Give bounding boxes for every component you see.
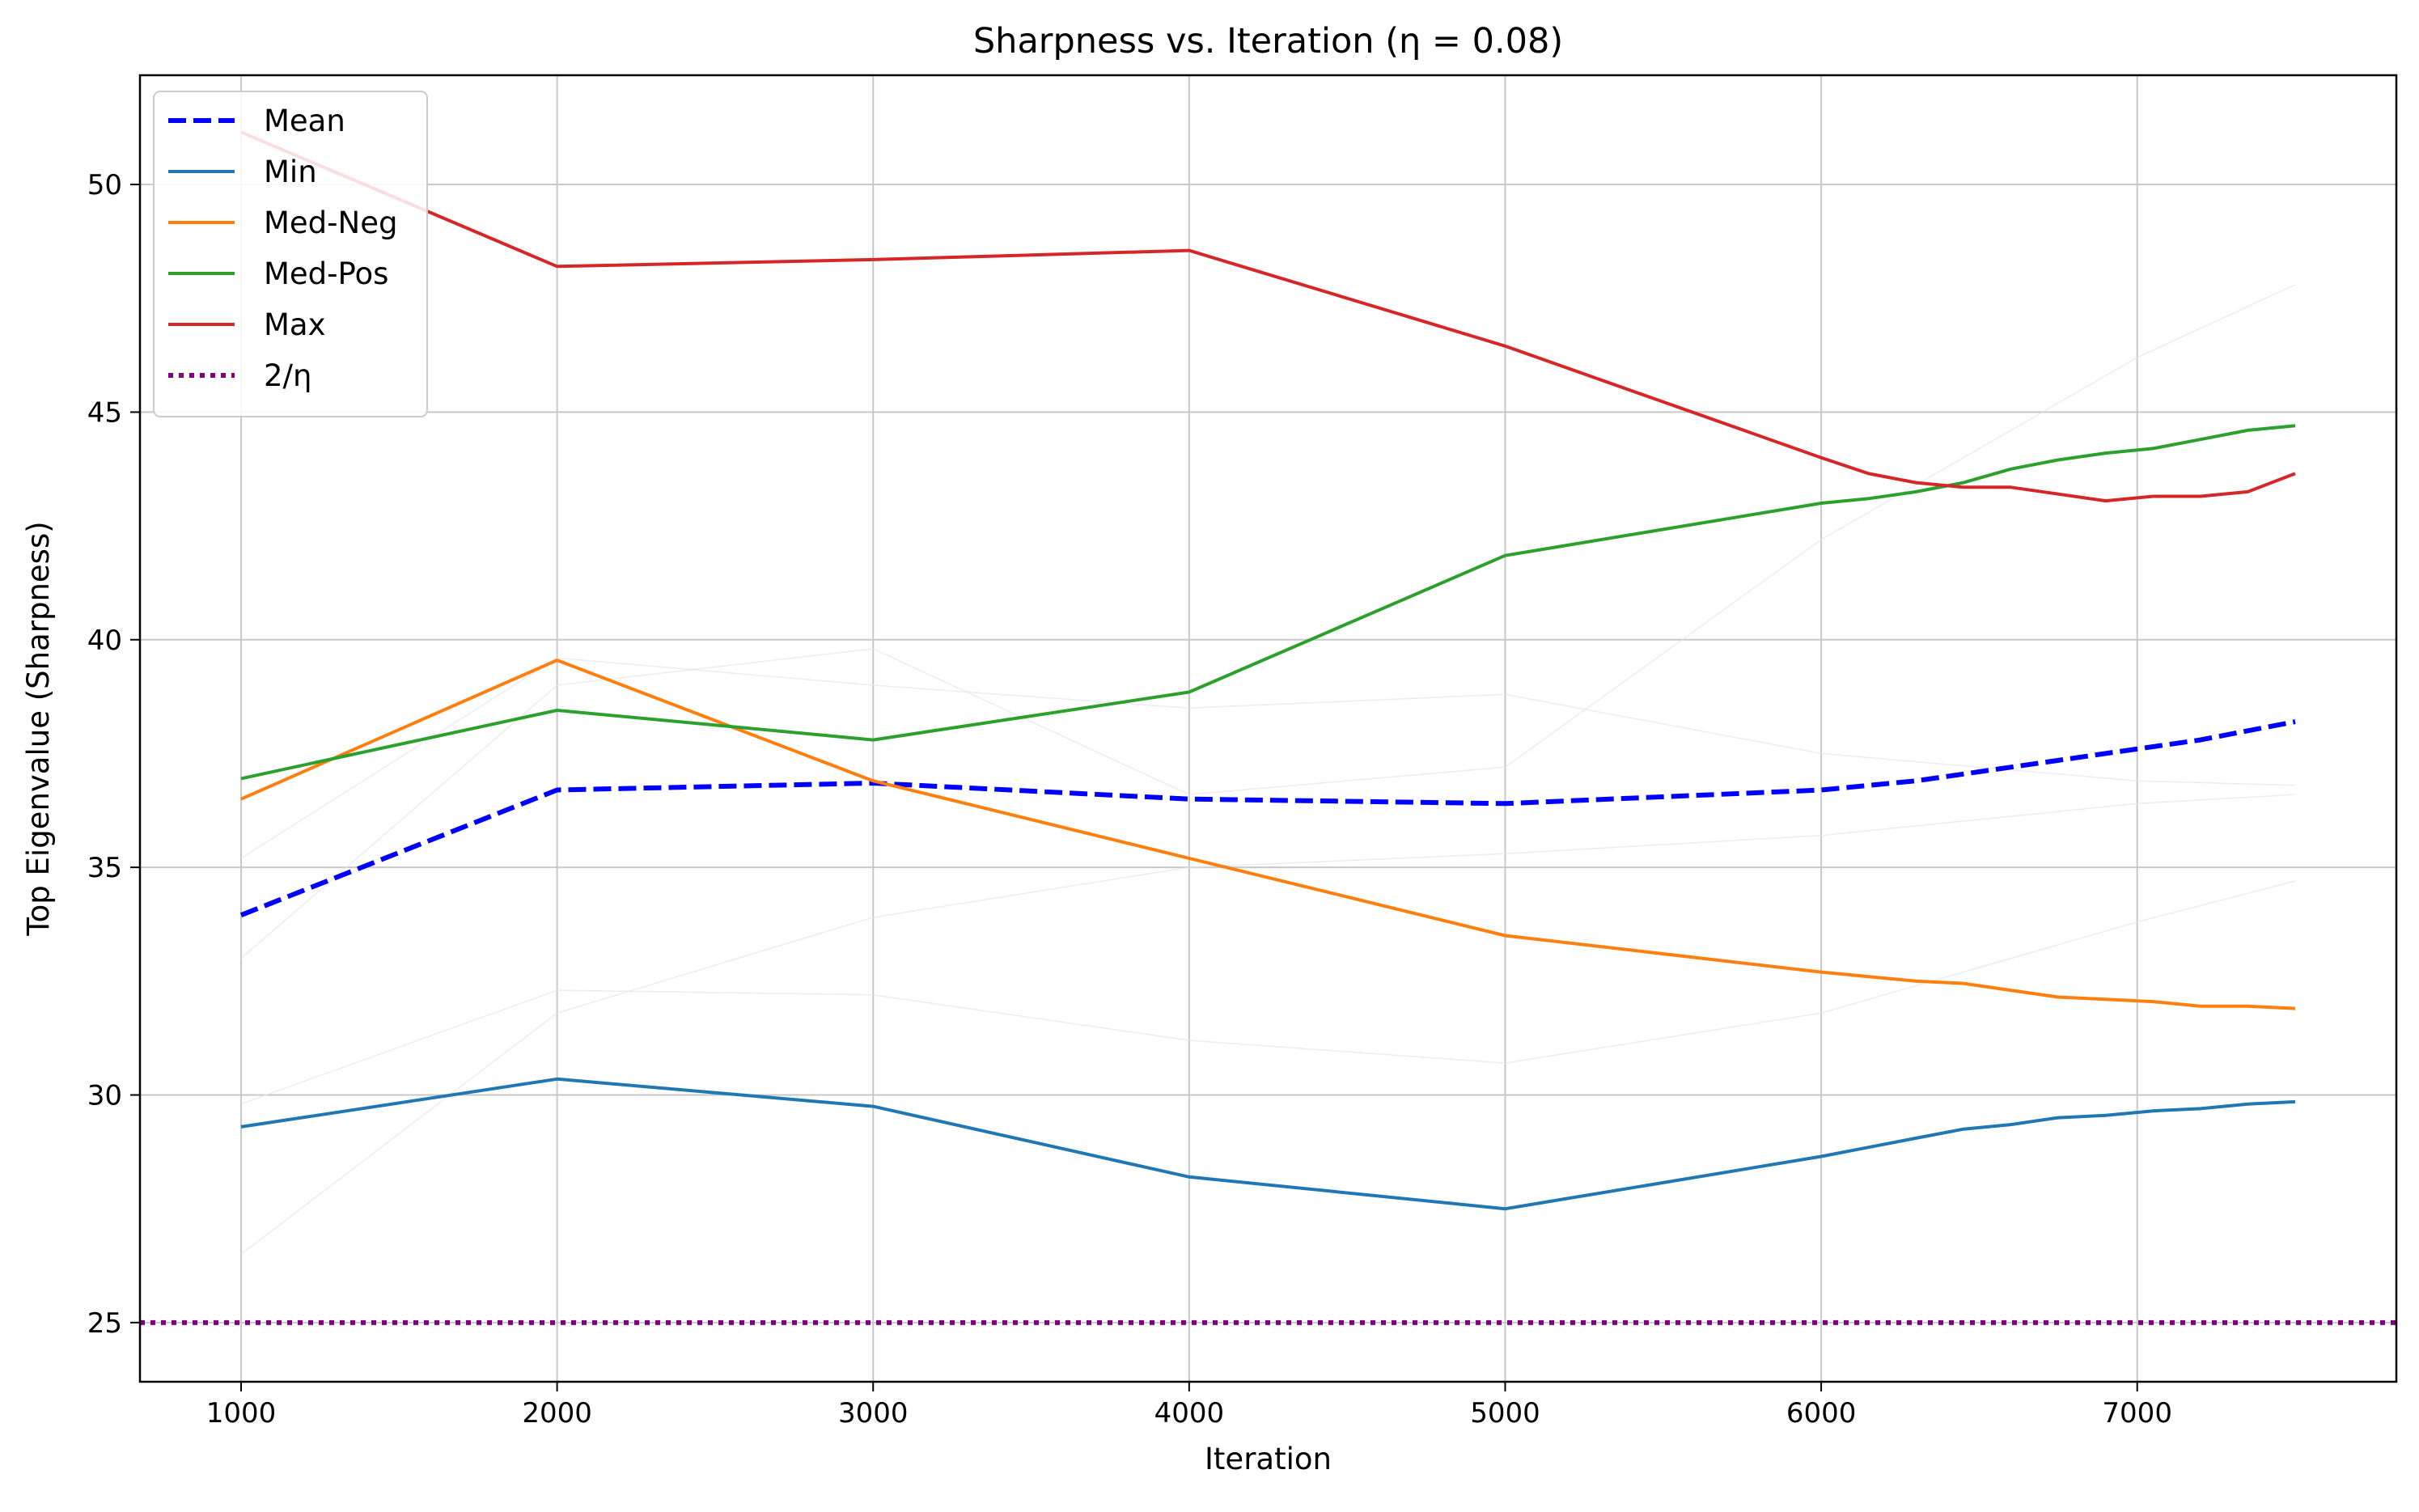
legend-label: Min — [264, 155, 317, 189]
y-tick-label: 30 — [87, 1079, 122, 1112]
y-axis: 25 30 35 40 45 50 — [87, 169, 140, 1340]
faint-run-line — [240, 657, 2296, 859]
x-tick-label: 6000 — [1786, 1397, 1857, 1429]
legend-label: Med-Pos — [264, 256, 388, 291]
y-tick-label: 50 — [87, 169, 122, 201]
x-tick-label: 2000 — [522, 1397, 592, 1429]
y-tick-label: 45 — [87, 396, 122, 429]
series-line-med-pos — [240, 424, 2296, 781]
series-line-max — [240, 130, 2296, 503]
x-axis-label: Iteration — [1205, 1442, 1332, 1476]
plot-frame — [138, 74, 2398, 1383]
y-axis-label: Top Eigenvalue (Sharpness) — [21, 521, 56, 936]
x-tick-label: 5000 — [1470, 1397, 1540, 1429]
grid — [140, 75, 2396, 1382]
faint-run-line — [240, 880, 2296, 1105]
plot-area — [140, 130, 2396, 1325]
y-tick-label: 40 — [87, 625, 122, 657]
legend: Mean Min Med-Neg Med-Pos Max 2/η — [153, 91, 428, 417]
legend-label: Med-Neg — [264, 205, 397, 240]
x-tick-label: 7000 — [2102, 1397, 2172, 1429]
faint-run-line — [240, 794, 2296, 1255]
series-line-min — [240, 1077, 2296, 1211]
series-line-med-neg — [240, 659, 2296, 1010]
legend-label: 2/η — [264, 358, 311, 393]
series-line-mean — [239, 719, 2296, 917]
x-tick-label: 1000 — [206, 1397, 277, 1429]
x-tick-label: 4000 — [1154, 1397, 1225, 1429]
faint-traces — [240, 284, 2296, 1255]
x-tick-label: 3000 — [838, 1397, 909, 1429]
chart-title: Sharpness vs. Iteration (η = 0.08) — [973, 21, 1563, 61]
legend-label: Max — [264, 307, 326, 342]
y-tick-label: 35 — [87, 852, 122, 884]
y-tick-label: 25 — [87, 1307, 122, 1340]
legend-label: Mean — [264, 104, 345, 138]
x-axis: 1000 2000 3000 4000 5000 6000 7000 — [206, 1382, 2172, 1429]
